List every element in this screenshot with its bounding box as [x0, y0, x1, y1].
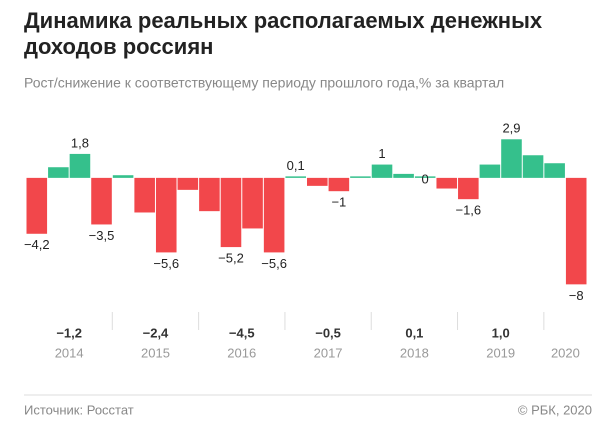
bar [501, 139, 522, 178]
source: Источник: Росстат [24, 402, 134, 417]
value-label: −3,5 [89, 228, 115, 243]
value-label: −5,2 [218, 251, 244, 266]
bar [242, 177, 263, 229]
bar [285, 176, 306, 178]
bar [393, 173, 414, 178]
value-label: 0 [422, 171, 429, 186]
bar [565, 177, 587, 285]
bar [177, 177, 199, 190]
bar [436, 177, 458, 189]
chart-title: доходов россиян [24, 34, 213, 59]
bar [69, 153, 91, 178]
year-label: 2019 [486, 345, 515, 360]
bar [91, 177, 112, 225]
bar [371, 164, 393, 178]
bar [522, 155, 544, 178]
bar [458, 177, 479, 200]
year-label: 2017 [314, 345, 343, 360]
chart-title: Динамика реальных располагаемых денежных [24, 8, 543, 33]
bar [479, 164, 501, 178]
value-label: −5,6 [261, 256, 287, 271]
annual-label: 0,1 [405, 325, 423, 340]
bar [48, 167, 69, 178]
value-label: −8 [569, 288, 584, 303]
value-label: 2,9 [502, 121, 520, 136]
bar [414, 176, 436, 178]
value-label: 0,1 [287, 158, 305, 173]
bar [134, 177, 155, 213]
annual-label: −0,5 [315, 325, 341, 340]
annual-label: −1,2 [56, 325, 82, 340]
value-label: −5,6 [153, 256, 179, 271]
year-label: 2014 [55, 345, 84, 360]
annual-label: −4,5 [229, 325, 255, 340]
bar [155, 177, 177, 253]
bar [220, 177, 242, 248]
year-label: 2018 [400, 345, 429, 360]
copyright: © РБК, 2020 [518, 402, 592, 417]
bar [328, 177, 350, 192]
bar [307, 177, 328, 186]
annual-label: 1,0 [492, 325, 510, 340]
bar [112, 175, 134, 178]
value-label: −1,6 [455, 203, 481, 218]
bar [350, 176, 371, 178]
year-label: 2015 [141, 345, 170, 360]
year-label: 2016 [227, 345, 256, 360]
annual-label: −2,4 [143, 325, 169, 340]
chart-subtitle: Рост/снижение к соответствующему периоду… [24, 75, 504, 91]
value-label: −1 [331, 195, 346, 210]
bar [544, 163, 565, 178]
value-label: 1 [378, 146, 385, 161]
value-label: −4,2 [24, 237, 50, 252]
value-label: 1,8 [71, 135, 89, 150]
bar [199, 177, 220, 212]
bar [26, 177, 48, 234]
bar [263, 177, 285, 253]
year-label: 2020 [551, 345, 580, 360]
